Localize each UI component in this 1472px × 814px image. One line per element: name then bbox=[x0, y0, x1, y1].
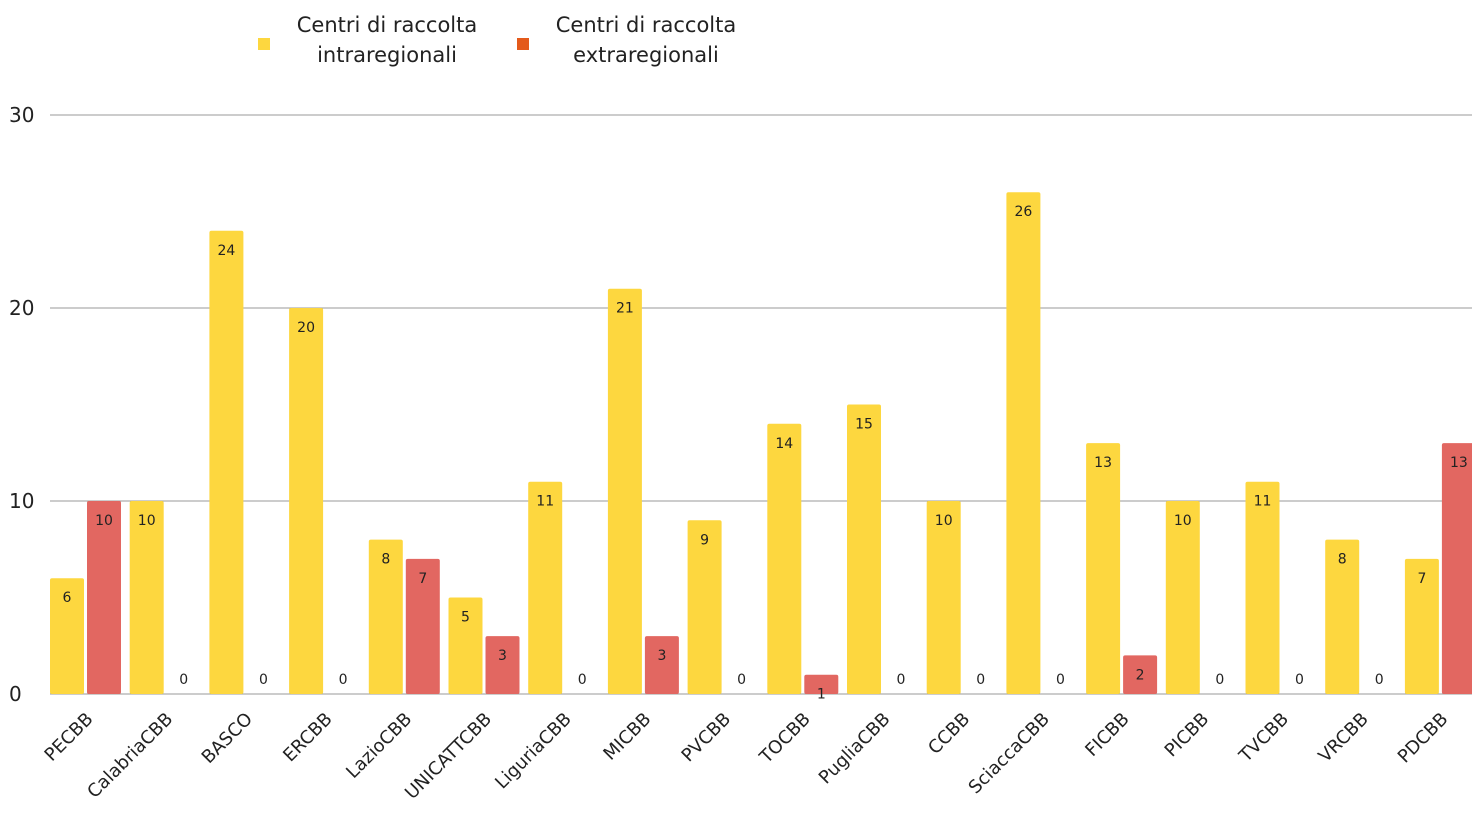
bar-extra-MICBB bbox=[644, 636, 679, 694]
data-label-extra-BASCO: 0 bbox=[259, 672, 268, 688]
bar-intra-PDCBB bbox=[1404, 558, 1439, 694]
x-tick-label-PECBB: PECBB bbox=[41, 709, 98, 766]
data-label-extra-VRCBB: 0 bbox=[1375, 672, 1384, 688]
data-label-intra-UNICATTCBB: 5 bbox=[461, 610, 470, 626]
bar-extra-TOCBB bbox=[804, 674, 839, 694]
x-tick-label-FICBB: FICBB bbox=[1081, 709, 1133, 761]
x-tick-label-LiguriaCBB: LiguriaCBB bbox=[491, 709, 576, 794]
y-tick-label-10: 10 bbox=[9, 489, 34, 513]
bar-intra-SciaccaCBB bbox=[1006, 192, 1041, 694]
x-tick-label-TOCBB: TOCBB bbox=[755, 709, 815, 769]
data-label-extra-MICBB: 3 bbox=[657, 648, 666, 664]
x-tick-label-PugliaCBB: PugliaCBB bbox=[815, 709, 895, 789]
x-tick-label-LazioCBB: LazioCBB bbox=[342, 709, 416, 783]
x-tick-label-VRCBB: VRCBB bbox=[1315, 709, 1373, 767]
bar-extra-FICBB bbox=[1123, 655, 1158, 694]
data-label-intra-MICBB: 21 bbox=[616, 301, 634, 317]
data-label-extra-CCBB: 0 bbox=[976, 672, 985, 688]
y-tick-label-0: 0 bbox=[9, 682, 22, 706]
data-label-extra-PECBB: 10 bbox=[95, 513, 113, 529]
bar-extra-UNICATTCBB bbox=[485, 636, 520, 694]
data-label-intra-SciaccaCBB: 26 bbox=[1014, 204, 1032, 220]
x-tick-label-MICBB: MICBB bbox=[599, 709, 655, 765]
x-tick-label-TVCBB: TVCBB bbox=[1235, 709, 1293, 767]
bar-extra-PECBB bbox=[87, 501, 121, 694]
data-label-extra-PDCBB: 13 bbox=[1450, 455, 1468, 471]
bar-intra-UNICATTCBB bbox=[448, 597, 483, 694]
data-label-intra-CCBB: 10 bbox=[935, 513, 953, 529]
data-label-intra-PVCBB: 9 bbox=[700, 532, 709, 548]
bar-intra-PugliaCBB bbox=[847, 404, 881, 694]
data-label-extra-LiguriaCBB: 0 bbox=[578, 672, 587, 688]
y-tick-label-30: 30 bbox=[9, 103, 34, 127]
bar-intra-CCBB bbox=[926, 501, 961, 694]
data-label-intra-TOCBB: 14 bbox=[775, 436, 793, 452]
data-label-intra-PDCBB: 7 bbox=[1417, 571, 1426, 587]
bar-intra-TVCBB bbox=[1245, 481, 1280, 694]
data-label-intra-PECBB: 6 bbox=[63, 590, 72, 606]
data-label-extra-ERCBB: 0 bbox=[339, 672, 348, 688]
data-label-intra-VRCBB: 8 bbox=[1338, 552, 1347, 568]
legend-swatch-extraregionali bbox=[517, 38, 529, 50]
data-label-extra-TVCBB: 0 bbox=[1295, 672, 1304, 688]
bar-extra-LazioCBB bbox=[405, 558, 440, 694]
data-label-extra-PICBB: 0 bbox=[1215, 672, 1224, 688]
data-label-extra-LazioCBB: 7 bbox=[418, 571, 427, 587]
bar-intra-PECBB bbox=[50, 578, 84, 694]
bar-intra-TOCBB bbox=[767, 423, 802, 694]
data-label-intra-LiguriaCBB: 11 bbox=[536, 494, 554, 510]
bar-intra-ERCBB bbox=[289, 308, 324, 694]
x-tick-label-CCBB: CCBB bbox=[924, 709, 974, 759]
bar-intra-LiguriaCBB bbox=[528, 481, 563, 694]
data-label-extra-TOCBB: 1 bbox=[817, 687, 826, 703]
x-tick-label-PICBB: PICBB bbox=[1161, 709, 1214, 762]
data-label-extra-PVCBB: 0 bbox=[737, 672, 746, 688]
data-label-intra-CalabriaCBB: 10 bbox=[138, 513, 156, 529]
data-label-extra-PugliaCBB: 0 bbox=[897, 672, 906, 688]
data-label-intra-BASCO: 24 bbox=[217, 243, 235, 259]
x-tick-label-SciaccaCBB: SciaccaCBB bbox=[965, 709, 1054, 798]
data-label-intra-FICBB: 13 bbox=[1094, 455, 1112, 471]
bar-intra-LazioCBB bbox=[368, 539, 403, 694]
data-label-intra-LazioCBB: 8 bbox=[381, 552, 390, 568]
x-tick-label-PVCBB: PVCBB bbox=[678, 709, 736, 767]
y-tick-label-20: 20 bbox=[9, 296, 34, 320]
legend-item-intraregionali: Centri di raccolta intraregionali bbox=[258, 10, 492, 70]
data-label-intra-ERCBB: 20 bbox=[297, 320, 315, 336]
x-tick-label-PDCBB: PDCBB bbox=[1394, 709, 1453, 768]
data-label-intra-PICBB: 10 bbox=[1174, 513, 1192, 529]
bar-intra-PVCBB bbox=[687, 520, 722, 694]
bar-intra-FICBB bbox=[1086, 443, 1121, 694]
data-label-extra-CalabriaCBB: 0 bbox=[179, 672, 188, 688]
data-label-extra-UNICATTCBB: 3 bbox=[498, 648, 507, 664]
data-label-intra-PugliaCBB: 15 bbox=[855, 417, 873, 433]
legend-label-intraregionali: Centri di raccolta intraregionali bbox=[296, 13, 478, 67]
data-label-extra-FICBB: 2 bbox=[1136, 667, 1145, 683]
bar-intra-MICBB bbox=[607, 288, 642, 694]
bar-intra-VRCBB bbox=[1325, 539, 1360, 694]
x-tick-label-ERCBB: ERCBB bbox=[279, 709, 336, 766]
bar-intra-BASCO bbox=[209, 230, 244, 695]
x-tick-label-CalabriaCBB: CalabriaCBB bbox=[83, 709, 177, 803]
data-label-extra-SciaccaCBB: 0 bbox=[1056, 672, 1065, 688]
bar-intra-PICBB bbox=[1165, 501, 1200, 694]
bar-intra-CalabriaCBB bbox=[129, 501, 164, 694]
data-label-intra-TVCBB: 11 bbox=[1254, 494, 1272, 510]
legend-label-extraregionali: Centri di raccolta extraregionali bbox=[555, 13, 737, 67]
legend-swatch-intraregionali bbox=[258, 38, 270, 50]
legend-item-extraregionali: Centri di raccolta extraregionali bbox=[517, 10, 751, 70]
bar-extra-PDCBB bbox=[1441, 443, 1472, 694]
x-tick-label-BASCO: BASCO bbox=[198, 709, 257, 768]
